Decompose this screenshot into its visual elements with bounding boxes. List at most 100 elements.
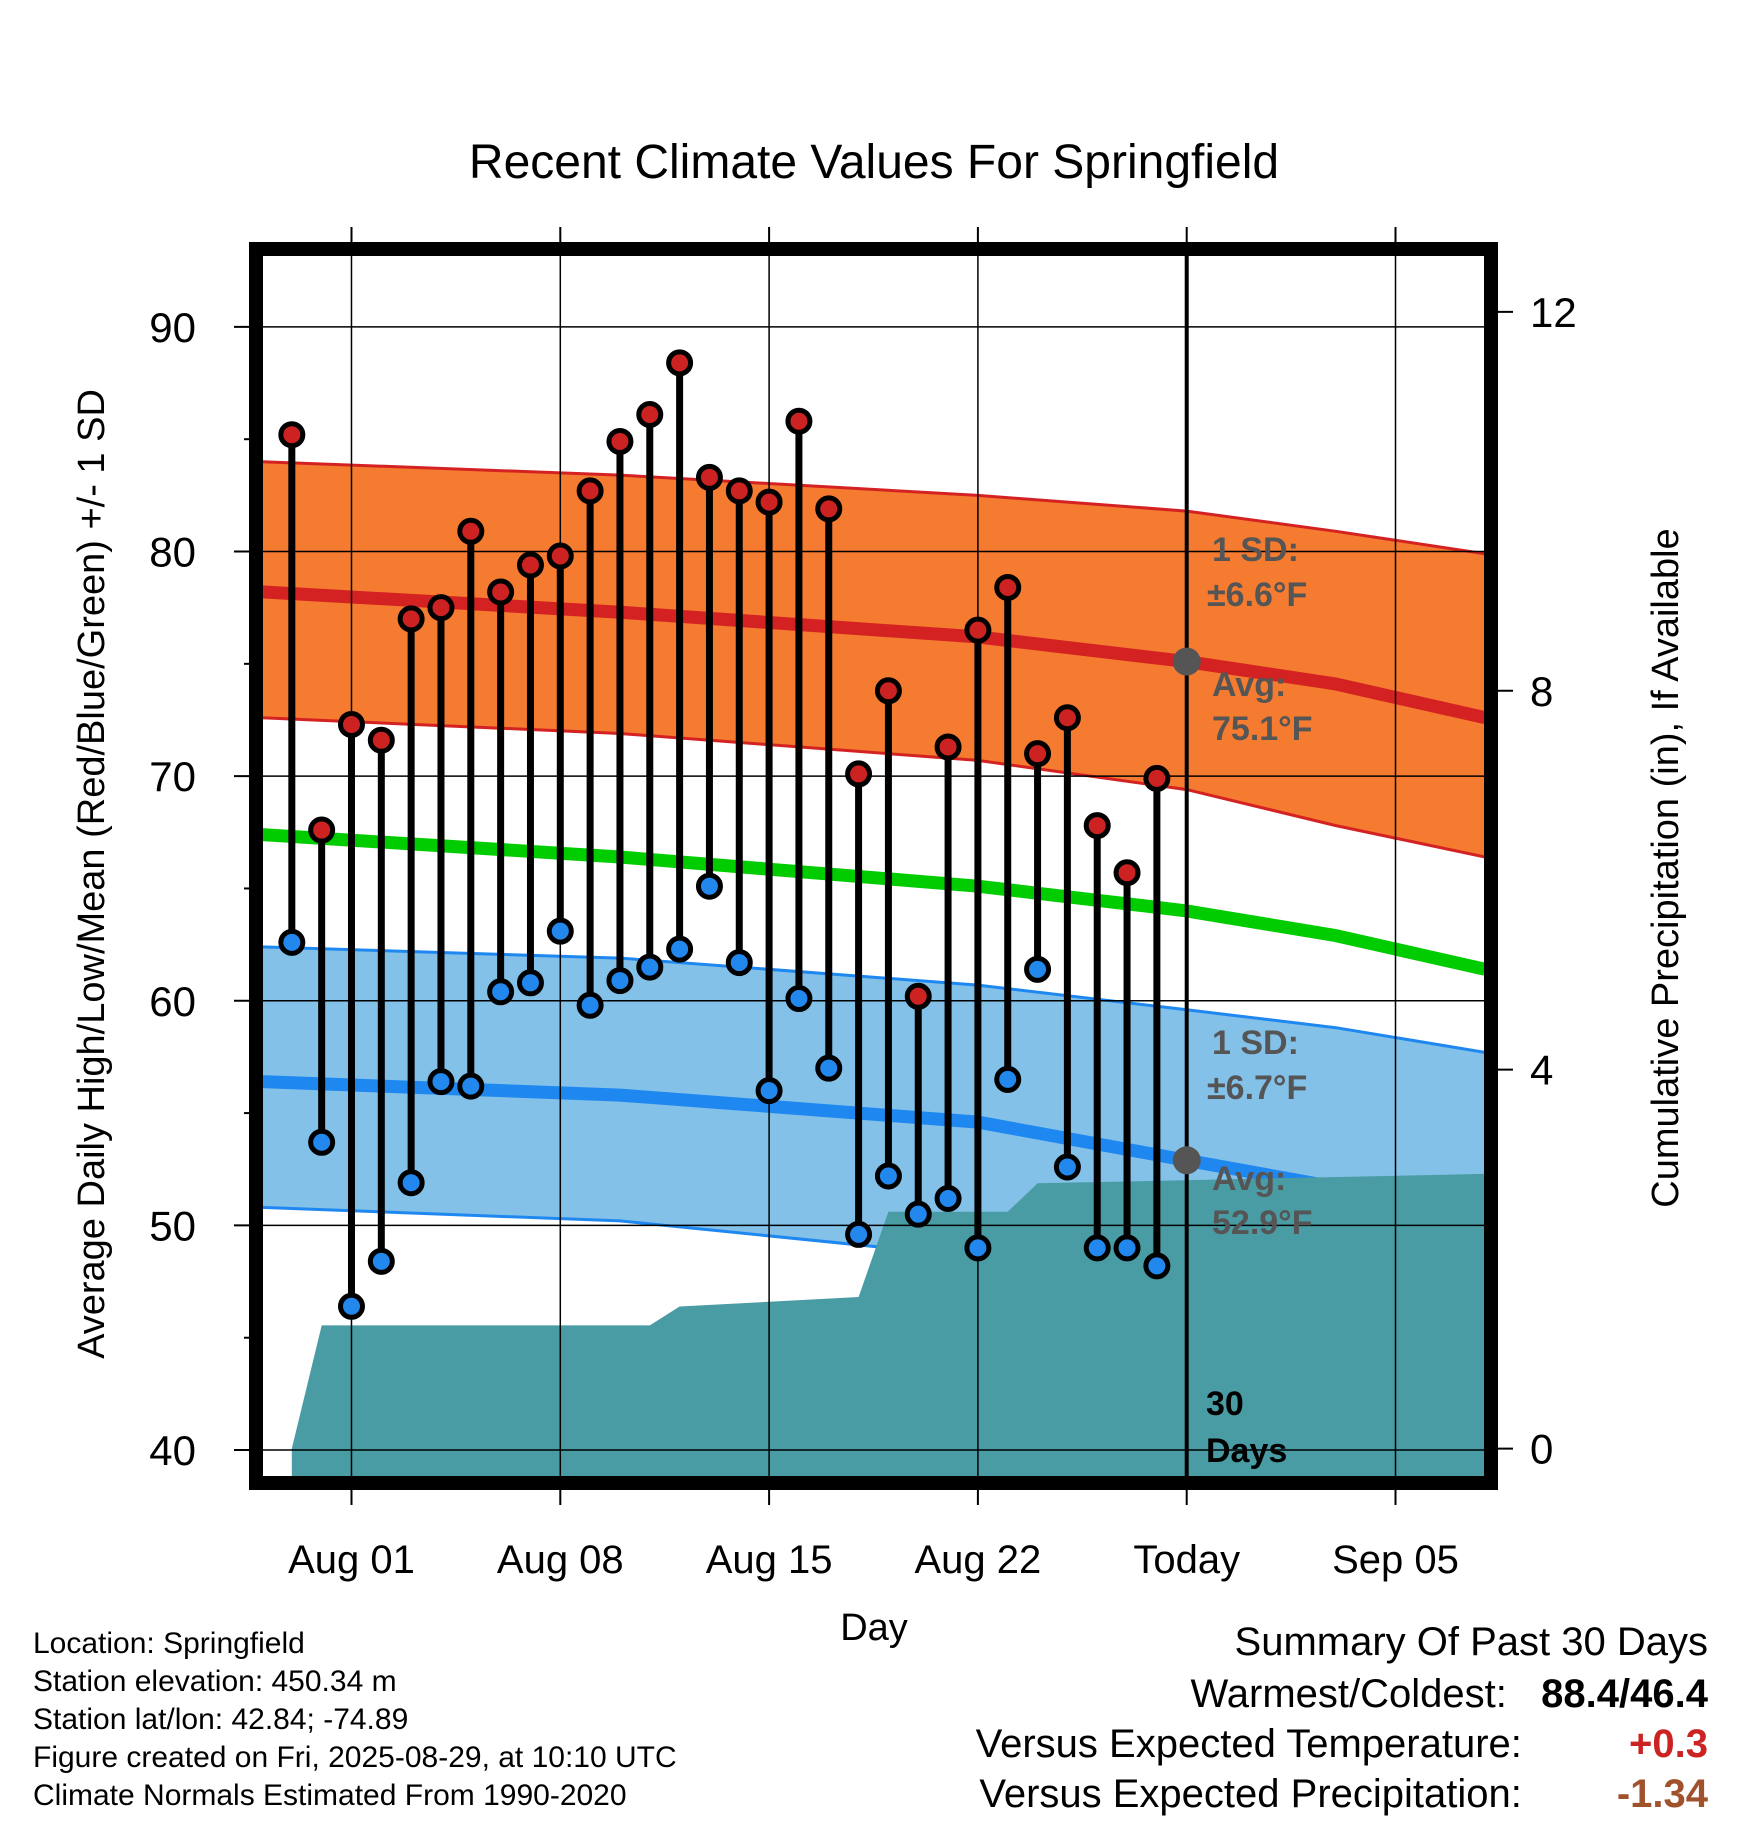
high-temp-point — [636, 400, 664, 428]
summary-panel: Summary Of Past 30 Days Warmest/Coldest:… — [976, 1620, 1708, 1822]
today-low-normal-marker — [1172, 1146, 1201, 1175]
low-temp-point — [367, 1247, 395, 1275]
high-temp-point — [755, 488, 783, 516]
low-temp-point — [755, 1077, 783, 1105]
y-tick-label: 50 — [149, 1202, 196, 1249]
warm-cold-label: Warmest/Coldest: — [1190, 1672, 1507, 1716]
low-temp-point — [666, 935, 694, 963]
x-tick-label: Today — [1133, 1538, 1240, 1582]
high-temp-point — [1143, 764, 1171, 792]
y-tick-label: 60 — [149, 978, 196, 1025]
mean-normal-line — [262, 828, 1485, 976]
high-temp-point — [427, 594, 455, 622]
low-temp-point — [397, 1169, 425, 1197]
high-temp-point — [725, 477, 753, 505]
high-temp-point — [367, 726, 395, 754]
low-sd-label: 1 SD: — [1212, 1024, 1299, 1062]
high-temp-point — [487, 578, 515, 606]
low-temp-point — [1083, 1234, 1111, 1262]
high-temp-point — [546, 542, 574, 570]
temp-label: Versus Expected Temperature: — [975, 1722, 1522, 1766]
high-temp-point — [278, 421, 306, 449]
today-high-normal-marker — [1172, 647, 1201, 676]
high-temp-point — [1113, 859, 1141, 887]
low-temp-point — [278, 928, 306, 956]
y2-axis-label: Cumulative Precipitation (in), If Availa… — [1645, 528, 1687, 1207]
low-temp-point — [904, 1200, 932, 1228]
created-text: Figure created on Fri, 2025-08-29, at 10… — [33, 1741, 677, 1774]
high-temp-point — [516, 551, 544, 579]
x-tick-label: Sep 05 — [1332, 1538, 1459, 1582]
high-temp-point — [874, 677, 902, 705]
low-temp-point — [815, 1054, 843, 1082]
high-temp-point — [308, 816, 336, 844]
low-temp-point — [845, 1220, 873, 1248]
low-temp-point — [427, 1068, 455, 1096]
high-temp-point — [1083, 812, 1111, 840]
low-avg-value: 52.9°F — [1212, 1204, 1313, 1242]
normals-text: Climate Normals Estimated From 1990-2020 — [33, 1779, 627, 1812]
low-temp-point — [874, 1162, 902, 1190]
y2-tick-label: 0 — [1530, 1426, 1553, 1473]
high-temp-point — [785, 407, 813, 435]
low-temp-point — [457, 1072, 485, 1100]
low-temp-point — [695, 872, 723, 900]
y-tick-label: 40 — [149, 1427, 196, 1474]
high-temp-point — [606, 427, 634, 455]
x-tick-label: Aug 08 — [497, 1538, 624, 1582]
high-temp-point — [994, 573, 1022, 601]
low-temp-point — [546, 917, 574, 945]
low-temp-point — [516, 969, 544, 997]
low-temp-point — [964, 1234, 992, 1262]
low-temp-point — [934, 1184, 962, 1212]
low-sd-value: ±6.7°F — [1207, 1069, 1307, 1107]
low-temp-point — [487, 978, 515, 1006]
high-temp-point — [904, 982, 932, 1010]
high-temp-point — [815, 495, 843, 523]
chart-title: Recent Climate Values For Springfield — [469, 136, 1279, 189]
low-temp-point — [725, 949, 753, 977]
elevation-text: Station elevation: 450.34 m — [33, 1665, 397, 1698]
warm-cold-value: 88.4/46.4 — [1541, 1672, 1708, 1716]
high-sd-band — [262, 461, 1485, 857]
high-sd-value: ±6.6°F — [1207, 576, 1307, 614]
y-tick-label: 70 — [149, 753, 196, 800]
low-temp-point — [308, 1128, 336, 1156]
temp-row: Versus Expected Temperature: +0.3 — [976, 1722, 1708, 1772]
warm-cold-row: Warmest/Coldest: 88.4/46.4 — [976, 1672, 1709, 1722]
low-temp-point — [994, 1065, 1022, 1093]
latlon-text: Station lat/lon: 42.84; -74.89 — [33, 1703, 409, 1736]
location-text: Location: Springfield — [33, 1627, 305, 1660]
low-temp-point — [636, 953, 664, 981]
period-days-label: 30 — [1206, 1385, 1244, 1423]
low-temp-point — [1113, 1234, 1141, 1262]
high-temp-point — [337, 710, 365, 738]
y2-tick-label: 12 — [1530, 289, 1577, 336]
precip-row: Versus Expected Precipitation: -1.34 — [976, 1772, 1708, 1822]
high-temp-point — [934, 733, 962, 761]
low-temp-point — [1053, 1153, 1081, 1181]
y-axis-label: Average Daily High/Low/Mean (Red/Blue/Gr… — [71, 389, 113, 1359]
x-tick-label: Aug 15 — [706, 1538, 833, 1582]
station-info: Location: Springfield Station elevation:… — [33, 1625, 677, 1815]
low-temp-point — [606, 967, 634, 995]
high-temp-point — [845, 760, 873, 788]
y2-tick-label: 8 — [1530, 668, 1553, 715]
x-axis-label: Day — [840, 1607, 908, 1649]
high-temp-point — [576, 477, 604, 505]
high-temp-point — [397, 605, 425, 633]
precip-label: Versus Expected Precipitation: — [979, 1772, 1522, 1816]
y-tick-label: 90 — [149, 304, 196, 351]
low-temp-point — [337, 1292, 365, 1320]
high-avg-label: Avg: — [1212, 666, 1286, 704]
precip-value: -1.34 — [1616, 1772, 1708, 1816]
high-temp-point — [666, 349, 694, 377]
high-sd-label: 1 SD: — [1212, 531, 1299, 569]
high-avg-value: 75.1°F — [1212, 710, 1313, 748]
y-tick-label: 80 — [149, 529, 196, 576]
period-unit-label: Days — [1206, 1432, 1287, 1470]
x-tick-label: Aug 01 — [288, 1538, 415, 1582]
low-temp-point — [785, 985, 813, 1013]
high-temp-point — [457, 517, 485, 545]
